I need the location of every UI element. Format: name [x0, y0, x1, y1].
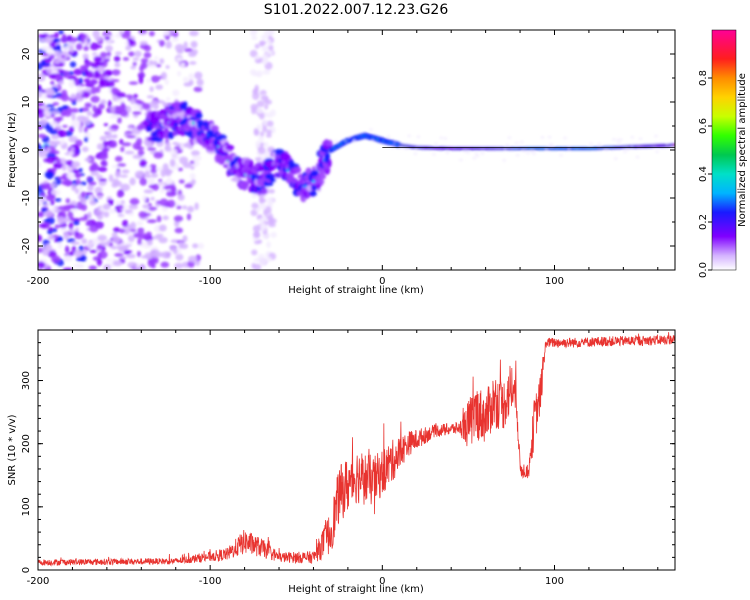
- spectrogram-ylabel: Frequency (Hz): [7, 112, 18, 188]
- colorbar-gradient: [712, 30, 736, 270]
- spectrogram-xtick-label: 0: [379, 276, 385, 287]
- snr-xtick-label: 0: [379, 576, 385, 587]
- spectrogram-ytick-label: 10: [21, 96, 32, 109]
- snr-xtick-label: 100: [545, 576, 564, 587]
- colorbar-tick-label: 0.6: [698, 118, 709, 134]
- colorbar-tick-label: 0.2: [698, 214, 709, 230]
- spectrogram-heatmap: [38, 30, 675, 270]
- snr-ytick-label: 200: [21, 434, 32, 453]
- spectrogram-ytick-label: -10: [21, 190, 32, 206]
- snr-frame: [37, 329, 676, 571]
- snr-ticks: -200 -100 0 100 0 100 200 300: [21, 329, 675, 587]
- spectrogram-xtick-label: 100: [545, 276, 564, 287]
- snr-xtick-label: -200: [27, 576, 50, 587]
- spectrogram-ytick-label: 20: [21, 48, 32, 61]
- colorbar: 0.0 0.2 0.4 0.6 0.8 Normalized spectral ampl…: [698, 29, 748, 278]
- spectrogram-ytick-label: 0: [21, 147, 32, 153]
- snr-ytick-label: 100: [21, 497, 32, 516]
- spectrogram-xtick-label: -200: [27, 276, 50, 287]
- colorbar-tick-label: 0.4: [698, 166, 709, 182]
- snr-ytick-label: 300: [21, 371, 32, 390]
- spectrogram-ytick-label: -20: [21, 238, 32, 254]
- snr-xtick-label: -100: [199, 576, 222, 587]
- snr-panel: -200 -100 0 100 0 100 200 300 Height of straigh…: [7, 329, 676, 595]
- snr-ytick-label: 0: [21, 567, 32, 573]
- colorbar-ticks: 0.0 0.2 0.4 0.6 0.8: [698, 29, 737, 278]
- colorbar-tick-label: 0.0: [698, 262, 709, 278]
- colorbar-tick-label: 0.8: [698, 70, 709, 86]
- colorbar-label: Normalized spectral amplitude: [737, 73, 748, 227]
- snr-ylabel: SNR (10 * v/v): [7, 414, 18, 485]
- spectrogram-xlabel: Height of straight line (km): [288, 285, 424, 296]
- figure-title: S101.2022.007.12.23.G26: [264, 2, 449, 18]
- spectrogram-xtick-label: -100: [199, 276, 222, 287]
- snr-series-line: [38, 332, 675, 567]
- snr-xlabel: Height of straight line (km): [288, 584, 424, 595]
